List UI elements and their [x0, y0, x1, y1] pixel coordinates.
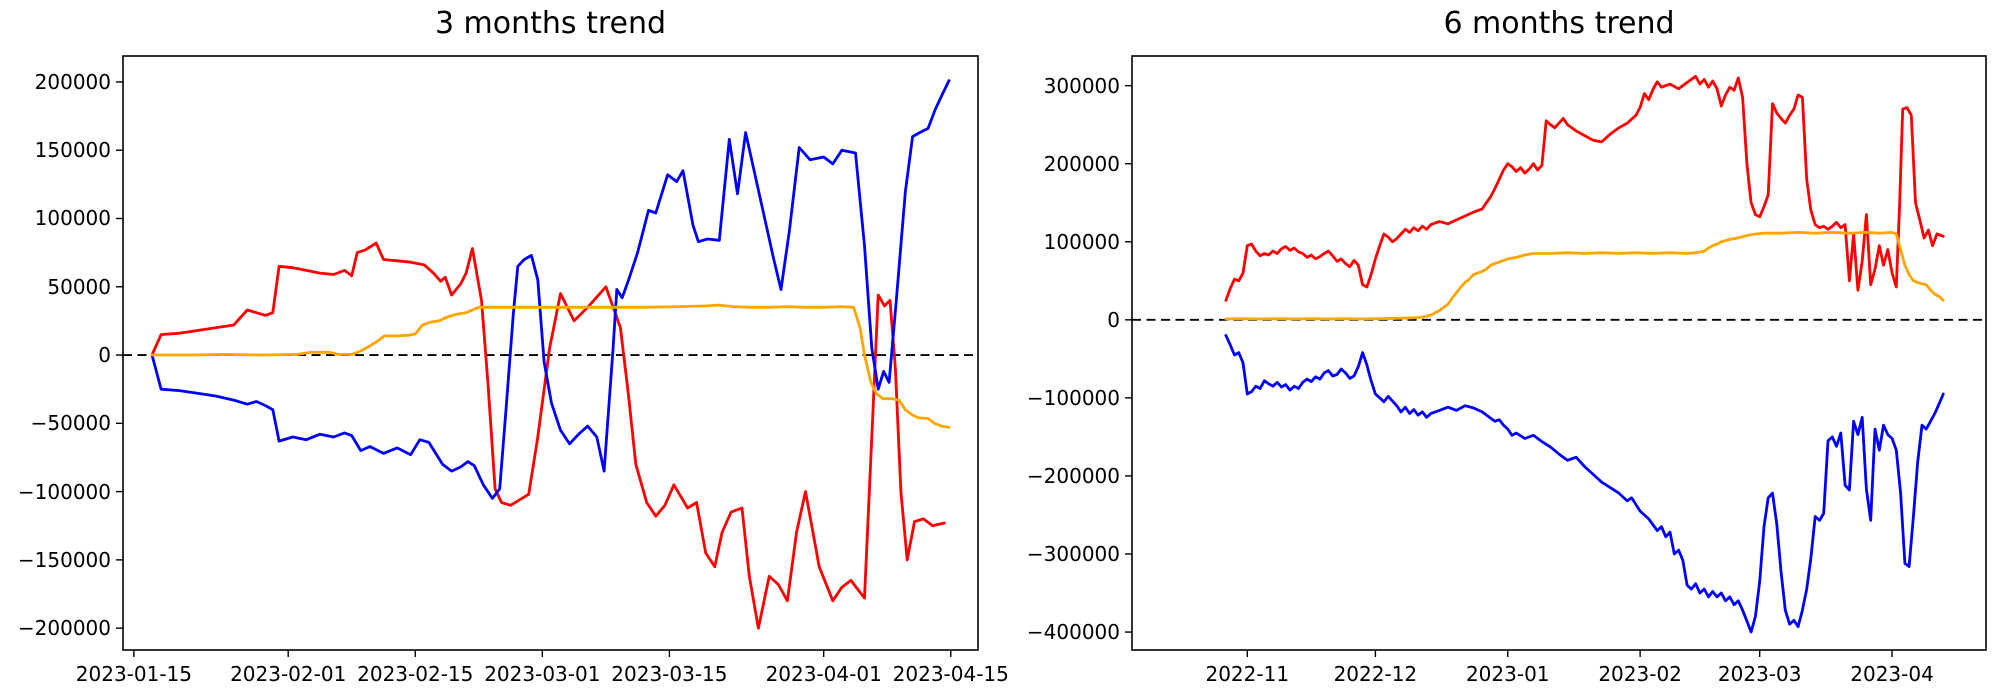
y-tick-label: 100000	[1043, 229, 1120, 254]
red-series-line	[150, 241, 946, 630]
y-tick-label: 50000	[47, 274, 111, 299]
x-tick-label: 2023-02-01	[230, 662, 347, 686]
plot-area-1	[1125, 55, 1987, 657]
y-tick-label: −400000	[1026, 620, 1120, 645]
y-tick-label: 300000	[1043, 73, 1120, 98]
y-tick-label: −150000	[17, 547, 111, 572]
y-tick-label: 150000	[34, 138, 111, 163]
x-tick-label: 2023-02-15	[357, 662, 474, 686]
x-tick-label: 2023-04-01	[765, 662, 882, 686]
x-tick-label: 2023-01-15	[75, 662, 192, 686]
x-tick-label: 2023-04	[1850, 662, 1934, 686]
y-tick-label: −200000	[17, 616, 111, 641]
y-tick-label: −200000	[1026, 463, 1120, 488]
x-tick-label: 2023-03	[1717, 662, 1802, 686]
y-tick-label: −300000	[1026, 541, 1120, 566]
plot-area-0	[116, 55, 979, 657]
red-series-line	[1224, 74, 1945, 302]
chart-title-6-months-trend: 6 months trend	[1443, 6, 1675, 41]
x-tick-label: 2023-04-15	[892, 662, 1009, 686]
x-tick-label: 2023-01	[1465, 662, 1550, 686]
x-tick-label: 2023-03-01	[484, 662, 601, 686]
y-tick-label: 0	[98, 343, 111, 368]
chart-title-3-months-trend: 3 months trend	[434, 6, 667, 41]
x-tick-label: 2023-03-15	[611, 662, 728, 686]
y-tick-label: 200000	[34, 69, 111, 94]
y-tick-label: 100000	[34, 206, 111, 231]
orange-series-line	[1224, 230, 1945, 321]
y-tick-label: 200000	[1043, 151, 1120, 176]
x-tick-label: 2022-11	[1205, 662, 1290, 686]
y-tick-label: 0	[1107, 307, 1120, 332]
axes-spines	[1131, 55, 1987, 651]
y-tick-label: −100000	[17, 479, 111, 504]
x-tick-label: 2023-02	[1598, 662, 1682, 686]
axes-spines	[122, 55, 979, 651]
blue-series-line	[1224, 333, 1945, 634]
y-tick-label: −50000	[30, 411, 111, 436]
y-tick-label: −100000	[1026, 385, 1120, 410]
x-tick-label: 2022-12	[1333, 662, 1418, 686]
orange-series-line	[150, 303, 951, 429]
blue-series-line	[150, 79, 951, 500]
